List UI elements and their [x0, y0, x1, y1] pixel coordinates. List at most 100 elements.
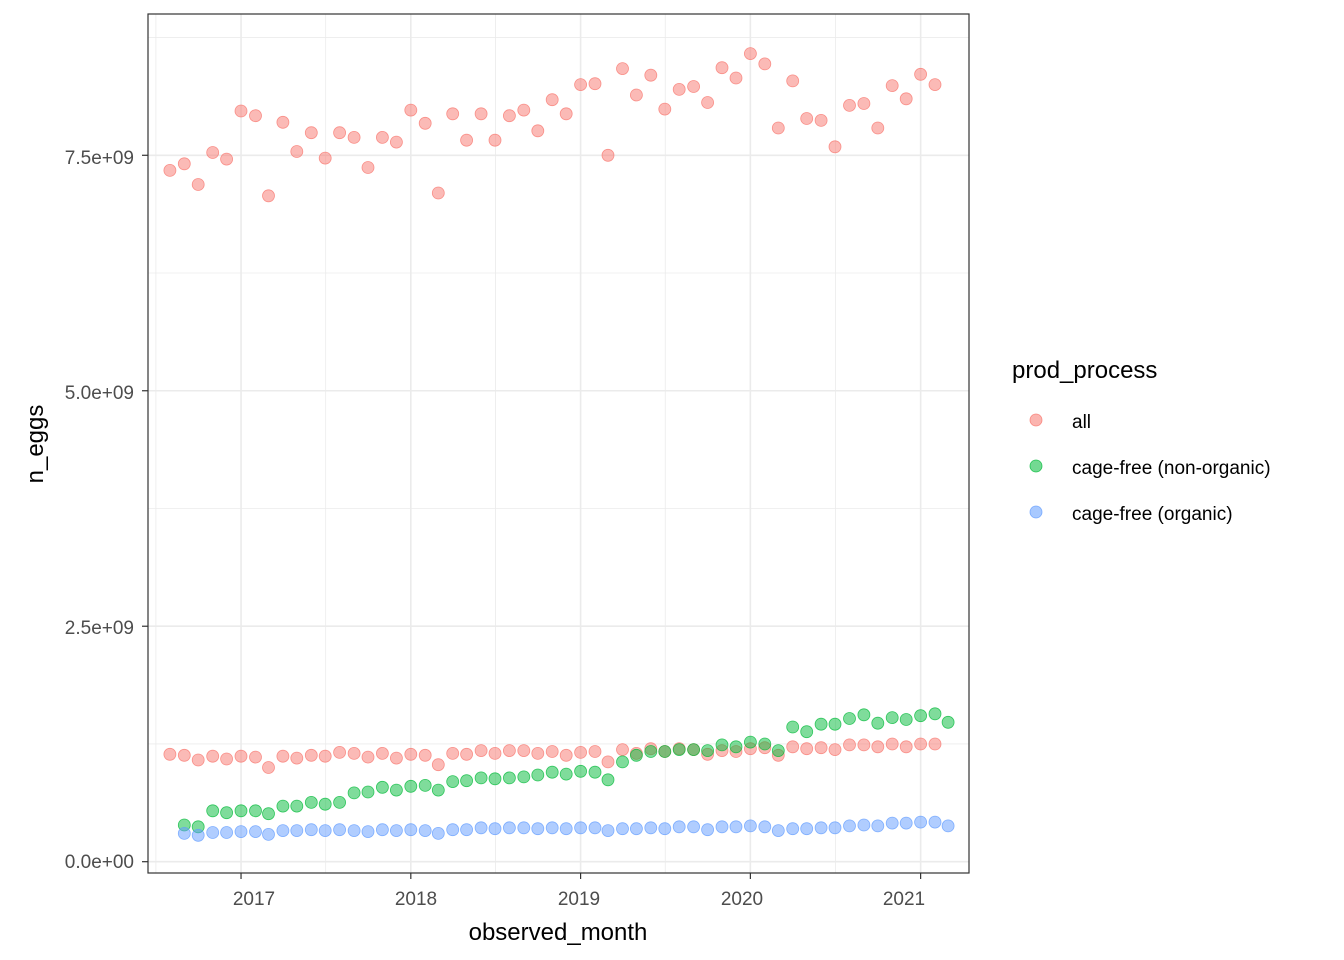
data-point	[729, 820, 743, 834]
data-point	[601, 755, 615, 769]
data-point	[843, 99, 856, 112]
y-tick-label: 7.5e+09	[65, 148, 134, 169]
x-tick-label: 2021	[883, 889, 925, 910]
data-point	[871, 740, 885, 754]
data-point	[177, 748, 191, 762]
y-tick-label: 0.0e+00	[65, 852, 134, 873]
data-point	[588, 745, 602, 758]
data-point	[701, 744, 714, 757]
data-point	[446, 823, 460, 837]
data-point	[687, 743, 700, 756]
data-point	[517, 821, 531, 835]
data-point	[276, 749, 290, 763]
data-point	[814, 741, 828, 755]
x-tick-label: 2018	[395, 889, 437, 910]
data-point	[928, 815, 942, 829]
data-point	[177, 157, 191, 171]
data-point	[163, 163, 177, 177]
data-point	[843, 712, 856, 725]
data-point	[347, 130, 361, 144]
x-tick-labels: 2017 2018 2019 2020 2021	[233, 889, 925, 910]
legend-key-all	[1029, 413, 1043, 427]
data-point	[800, 725, 814, 739]
legend-label-cage-free-organic: cage-free (organic)	[1072, 504, 1233, 525]
data-point	[701, 823, 714, 837]
data-point	[800, 112, 814, 125]
data-point	[460, 747, 474, 761]
data-point	[574, 78, 587, 91]
data-point	[191, 178, 205, 191]
data-point	[191, 828, 205, 842]
data-point	[517, 103, 531, 117]
x-axis-title: observed_month	[469, 919, 648, 946]
data-point	[771, 121, 785, 135]
data-point	[914, 737, 927, 751]
data-point	[290, 824, 304, 837]
data-point	[899, 816, 913, 830]
legend-title: prod_process	[1012, 357, 1157, 384]
data-point	[559, 107, 573, 121]
data-point	[290, 751, 304, 765]
data-point	[616, 755, 629, 769]
data-point	[502, 109, 516, 123]
axes	[142, 154, 922, 879]
data-point	[333, 796, 347, 809]
data-point	[843, 738, 856, 752]
data-point	[644, 68, 658, 82]
data-point	[601, 148, 615, 162]
data-point	[488, 747, 502, 760]
data-point	[644, 821, 658, 835]
data-point	[616, 822, 629, 836]
data-point	[361, 825, 375, 838]
data-point	[630, 748, 643, 762]
data-point	[276, 799, 290, 813]
data-point	[431, 758, 445, 772]
data-point	[885, 711, 899, 724]
y-tick-label: 2.5e+09	[65, 618, 134, 639]
data-point	[744, 47, 757, 60]
data-point	[318, 824, 332, 837]
data-point	[375, 747, 389, 760]
data-point	[899, 92, 913, 106]
data-point	[899, 740, 913, 754]
y-axis-title: n_eggs	[22, 405, 49, 484]
data-point	[531, 124, 545, 138]
data-point	[814, 821, 828, 835]
data-point	[177, 827, 191, 840]
data-point	[744, 735, 757, 749]
data-point	[304, 748, 318, 762]
data-point	[389, 135, 403, 149]
data-point	[729, 71, 743, 85]
data-point	[715, 61, 729, 75]
data-point	[658, 102, 672, 116]
data-point	[601, 824, 615, 837]
data-point	[404, 103, 418, 117]
data-point	[220, 806, 234, 820]
data-points	[163, 47, 955, 842]
data-point	[559, 822, 573, 836]
data-point	[404, 747, 418, 761]
data-point	[658, 745, 672, 758]
data-point	[531, 768, 545, 782]
data-point	[404, 779, 418, 793]
data-point	[318, 749, 332, 763]
data-point	[800, 822, 814, 836]
legend-label-cage-free-non-organic: cage-free (non-organic)	[1072, 458, 1271, 479]
data-point	[488, 822, 502, 836]
data-point	[276, 115, 290, 129]
data-point	[928, 707, 942, 721]
data-point	[885, 816, 899, 830]
data-point	[588, 765, 602, 779]
legend-item-cage-free-non-organic: cage-free (non-organic)	[1029, 458, 1271, 479]
data-point	[531, 822, 545, 836]
data-point	[601, 773, 615, 787]
data-point	[333, 823, 347, 837]
x-tick-label: 2019	[558, 889, 600, 910]
data-point	[389, 751, 403, 765]
data-point	[234, 825, 248, 838]
data-point	[446, 107, 460, 121]
data-point	[800, 742, 814, 756]
data-point	[941, 819, 955, 833]
data-point	[474, 821, 488, 835]
data-point	[744, 819, 757, 833]
